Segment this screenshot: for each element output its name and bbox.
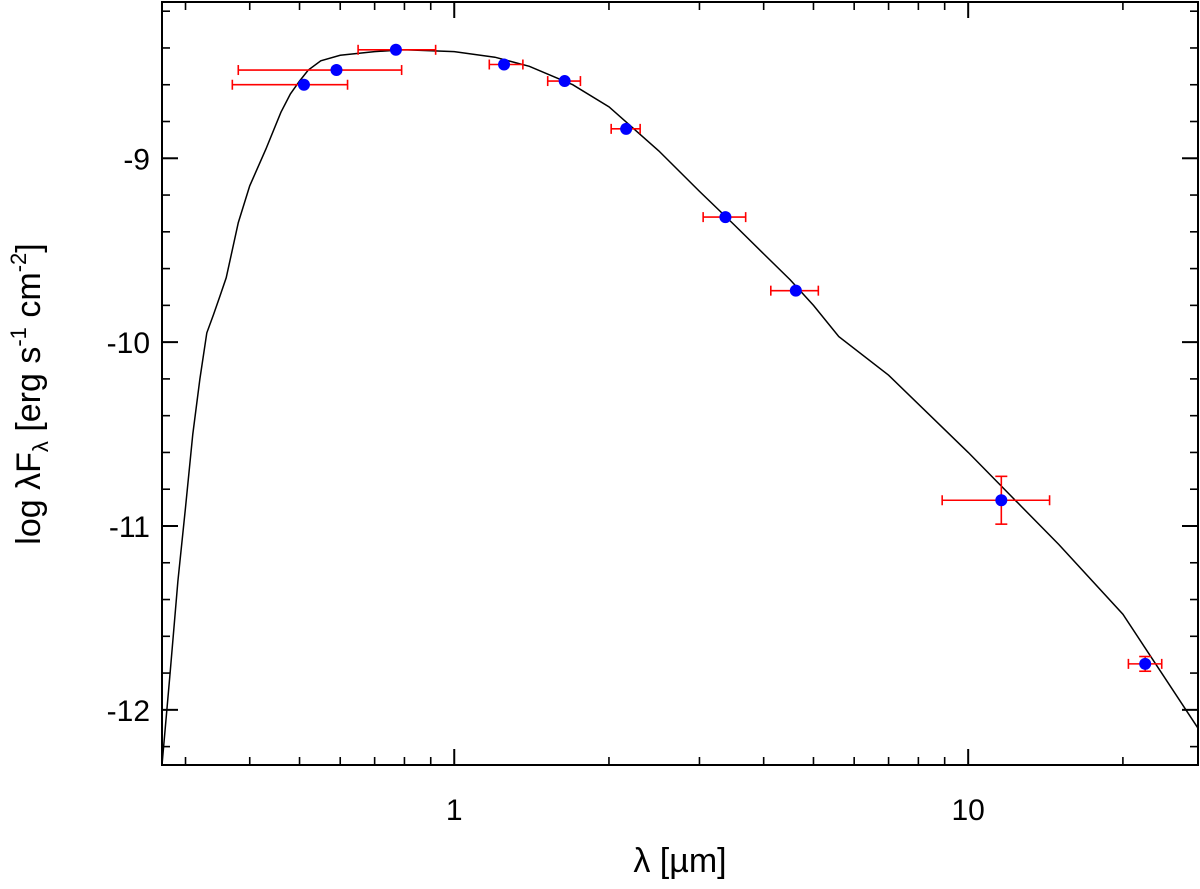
data-points-layer [231,43,1163,673]
data-marker [330,64,343,77]
plot-frame [161,1,1199,766]
x-tick-label: 10 [951,794,984,827]
y-tick-label: -10 [107,327,150,360]
data-marker [620,122,633,135]
y-axis-title: log λFλ [erg s-1 cm-2] [6,243,53,544]
y-tick-label: -9 [123,143,150,176]
model-spectrum-layer [161,49,1199,766]
data-point-9 [941,475,1051,525]
data-point-3 [357,43,437,56]
data-point-1 [231,78,349,91]
data-marker [1139,657,1152,670]
data-marker [297,78,310,91]
data-marker [558,75,571,88]
x-axis-title: λ [µm] [633,842,726,880]
data-point-7 [702,211,747,224]
data-point-6 [610,122,641,135]
y-tick-label: -11 [109,511,150,544]
data-point-4 [488,58,524,71]
data-point-10 [1127,655,1163,673]
x-tick-label: 1 [446,794,463,827]
data-point-2 [237,64,403,77]
data-marker [498,58,511,71]
data-marker [389,43,402,56]
tick-marks [162,2,1198,765]
data-marker [719,211,732,224]
data-point-5 [546,75,582,88]
data-point-8 [770,284,820,297]
model-spectrum-line [161,49,1199,766]
data-marker [995,494,1008,507]
y-tick-label: -12 [107,695,150,728]
data-marker [789,284,802,297]
y-tick-labels: -9 -10 -11 -12 [107,143,150,728]
x-tick-labels: 1 10 [446,794,985,827]
